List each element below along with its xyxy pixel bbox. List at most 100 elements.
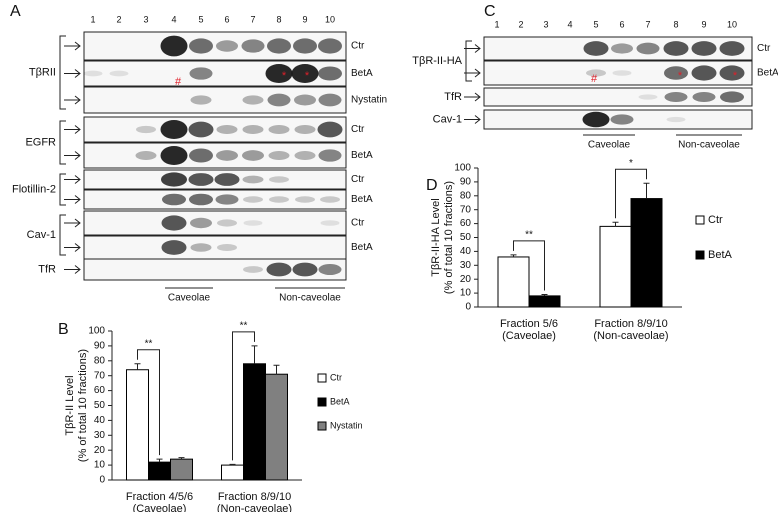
arrow [464,115,481,124]
significance-bracket [513,240,545,291]
band [719,65,745,81]
band [611,43,633,54]
fraction-label: Non-caveolae [678,140,740,151]
band [317,121,343,138]
y-tick-label: 80 [460,190,472,201]
category-note: (Non-caveolae) [217,503,292,512]
y-tick-label: 40 [94,415,106,426]
band [243,266,263,273]
row-label: BetA [351,194,373,205]
y-tick-label: 100 [454,163,471,174]
lane-number: 4 [171,14,176,24]
y-axis-label: TβR-II-HA Level [430,198,442,276]
y-tick-label: 80 [94,355,106,366]
blot-strip [83,142,347,169]
y-tick-label: 10 [460,288,472,299]
band [320,220,340,226]
error-bar [134,363,141,370]
bar [497,256,530,308]
row-label: Ctr [351,41,365,52]
error-bar [510,254,517,257]
lane-number: 6 [224,14,229,24]
marker: * [733,70,738,82]
band [269,176,289,183]
bar [528,295,561,308]
arrow [64,151,81,160]
lane-number: 8 [673,19,678,29]
legend-label: Ctr [708,214,723,226]
band [188,173,214,186]
band [162,193,186,206]
band [267,93,291,107]
arrow [464,68,481,78]
category-label: Fraction 8/9/10 [594,318,667,330]
significance-bracket [232,331,255,461]
arrow [64,41,81,51]
significance-label: ** [525,230,533,241]
lane-number: 3 [143,14,148,24]
legend-swatch [317,421,327,431]
band [266,262,292,277]
band [160,35,188,57]
bar [126,369,149,481]
blot-strip [83,189,347,210]
band [217,243,237,252]
error-bar [643,182,650,199]
arrow [64,195,81,204]
band [215,194,239,205]
significance-bracket [137,349,160,456]
legend-label: BetA [708,249,733,261]
band [586,69,606,77]
bracket [59,214,66,256]
band [719,41,745,56]
y-axis-label: (% of total 10 fractions) [443,181,455,294]
arrow [64,175,81,184]
band [217,219,237,227]
band [243,220,263,226]
blot-strip [483,87,753,107]
lane-number: 7 [645,19,650,29]
error-bar [178,457,185,460]
y-tick-label: 0 [465,302,471,313]
band [318,66,342,81]
band [189,67,213,80]
category-note: (Caveolae) [133,503,187,512]
bar [148,461,171,481]
arrow [464,44,481,53]
blot-strip [83,86,347,114]
band [294,94,316,106]
error-bar [156,458,163,463]
panel-letter: B [58,321,69,338]
y-tick-label: 100 [88,326,105,337]
band [241,39,265,53]
band [135,151,157,160]
protein-label: EGFR [25,136,56,148]
y-tick-label: 20 [460,274,472,285]
band [216,40,238,52]
band [638,94,658,100]
arrow [64,125,81,134]
marker: * [305,70,310,82]
band [291,64,319,83]
marker: * [282,70,287,82]
lane-number: 1 [494,19,499,29]
row-label: Ctr [351,124,365,135]
lane-number: 9 [302,14,307,24]
bracket [59,35,66,110]
band [294,125,316,134]
band [294,151,316,160]
significance-label: * [629,158,633,169]
lane-number: 1 [90,14,95,24]
lane-number: 3 [543,19,548,29]
error-bar [251,345,258,364]
band [243,196,263,203]
blot-strip [83,235,347,260]
arrow [64,95,81,105]
row-label: Nystatin [351,95,387,106]
band [292,262,318,277]
lane-number: 10 [325,14,335,24]
band [160,120,188,139]
legend-swatch [317,373,327,383]
band [610,114,634,125]
